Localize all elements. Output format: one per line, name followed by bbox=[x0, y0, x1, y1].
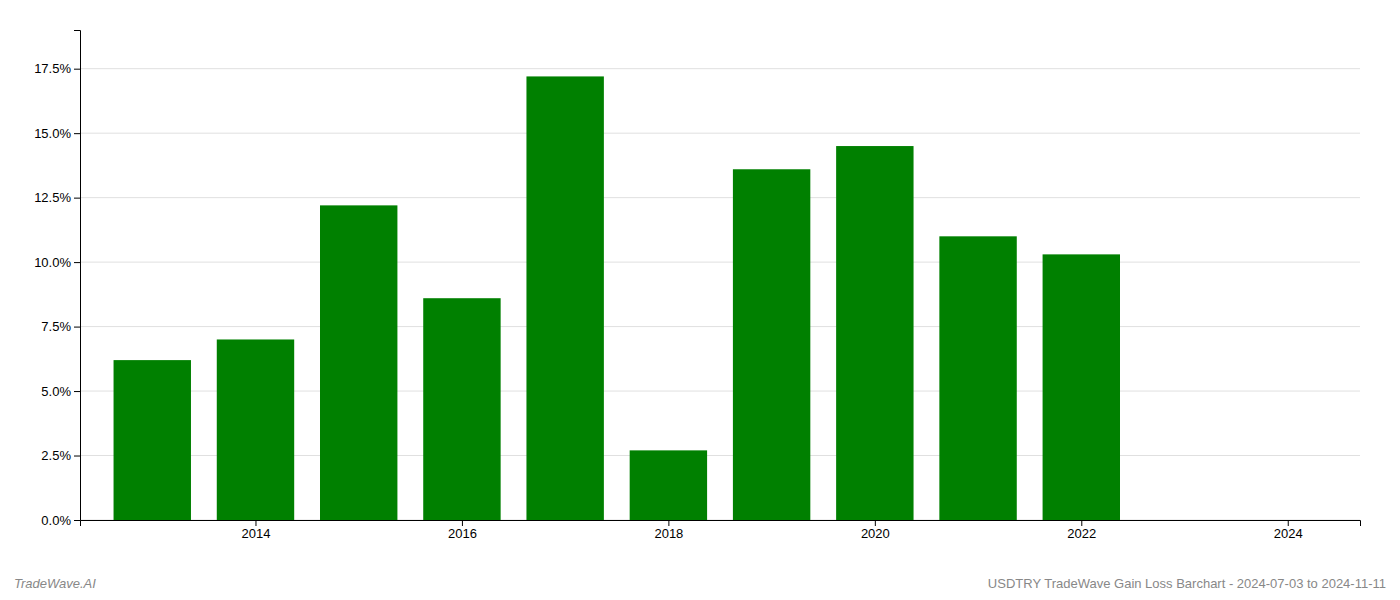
bar bbox=[526, 76, 603, 520]
bar bbox=[836, 146, 913, 520]
bar bbox=[423, 298, 500, 520]
y-tick-mark bbox=[74, 133, 80, 134]
y-tick-mark bbox=[74, 327, 80, 328]
grid-line bbox=[80, 68, 1360, 69]
y-tick-label: 10.0% bbox=[34, 255, 71, 270]
y-tick-mark bbox=[74, 456, 80, 457]
y-tick-mark bbox=[74, 391, 80, 392]
y-tick-mark bbox=[74, 69, 80, 70]
bars bbox=[114, 76, 1120, 520]
y-tick-label: 15.0% bbox=[34, 126, 71, 141]
bar bbox=[114, 360, 191, 520]
x-tick-mark bbox=[1288, 520, 1289, 526]
y-tick-label: 7.5% bbox=[41, 319, 71, 334]
x-axis-line bbox=[81, 521, 1361, 527]
y-tick: 12.5% bbox=[34, 190, 80, 205]
bar bbox=[1146, 520, 1223, 521]
y-tick-mark bbox=[74, 262, 80, 263]
y-axis-line bbox=[74, 31, 81, 521]
y-tick-label: 12.5% bbox=[34, 190, 71, 205]
x-tick: 2014 bbox=[242, 520, 271, 541]
x-tick-label: 2024 bbox=[1274, 526, 1303, 541]
y-tick: 10.0% bbox=[34, 255, 80, 270]
y-tick: 0.0% bbox=[41, 513, 80, 528]
bar bbox=[733, 169, 810, 520]
grid bbox=[80, 69, 1360, 520]
x-tick-label: 2018 bbox=[654, 526, 683, 541]
x-tick-label: 2020 bbox=[861, 526, 890, 541]
y-tick: 15.0% bbox=[34, 126, 80, 141]
x-tick: 2018 bbox=[654, 520, 683, 541]
y-tick: 5.0% bbox=[41, 384, 80, 399]
x-tick-label: 2014 bbox=[242, 526, 271, 541]
y-tick-mark bbox=[74, 198, 80, 199]
y-tick: 7.5% bbox=[41, 319, 80, 334]
x-tick-label: 2022 bbox=[1067, 526, 1096, 541]
grid-line bbox=[80, 197, 1360, 198]
bar bbox=[630, 450, 707, 520]
grid-line bbox=[80, 326, 1360, 327]
grid-line bbox=[80, 133, 1360, 134]
y-tick-label: 5.0% bbox=[41, 384, 71, 399]
x-tick-mark bbox=[1081, 520, 1082, 526]
chart: 0.0% 2.5% 5.0% 7.5% 10.0% 12.5% 15.0% 17.5% 2014… bbox=[0, 0, 1400, 600]
x-tick: 2020 bbox=[861, 520, 890, 541]
x-tick: 2024 bbox=[1274, 520, 1303, 541]
y-tick-mark bbox=[74, 520, 80, 521]
x-tick-label: 2016 bbox=[448, 526, 477, 541]
y-axis: 0.0% 2.5% 5.0% 7.5% 10.0% 12.5% 15.0% 17.5% bbox=[34, 31, 80, 528]
bar bbox=[217, 339, 294, 520]
bar bbox=[320, 205, 397, 520]
x-tick-mark bbox=[875, 520, 876, 526]
x-tick: 2016 bbox=[448, 520, 477, 541]
footer-left: TradeWave.AI bbox=[14, 576, 96, 591]
bar bbox=[1043, 254, 1120, 520]
bar bbox=[939, 236, 1016, 520]
plot: 0.0% 2.5% 5.0% 7.5% 10.0% 12.5% 15.0% 17.5% 2014… bbox=[34, 31, 1360, 542]
y-tick: 17.5% bbox=[34, 61, 80, 76]
y-tick-label: 0.0% bbox=[41, 513, 71, 528]
y-tick-label: 2.5% bbox=[41, 448, 71, 463]
x-axis: 2014 2016 2018 2020 2022 2024 bbox=[81, 520, 1361, 541]
grid-line bbox=[80, 262, 1360, 263]
y-tick-label: 17.5% bbox=[34, 61, 71, 76]
y-tick: 2.5% bbox=[41, 448, 80, 463]
x-tick-mark bbox=[462, 520, 463, 526]
footer-right: USDTRY TradeWave Gain Loss Barchart - 20… bbox=[988, 576, 1386, 591]
x-tick: 2022 bbox=[1067, 520, 1096, 541]
x-tick-mark bbox=[255, 520, 256, 526]
x-tick-mark bbox=[668, 520, 669, 526]
